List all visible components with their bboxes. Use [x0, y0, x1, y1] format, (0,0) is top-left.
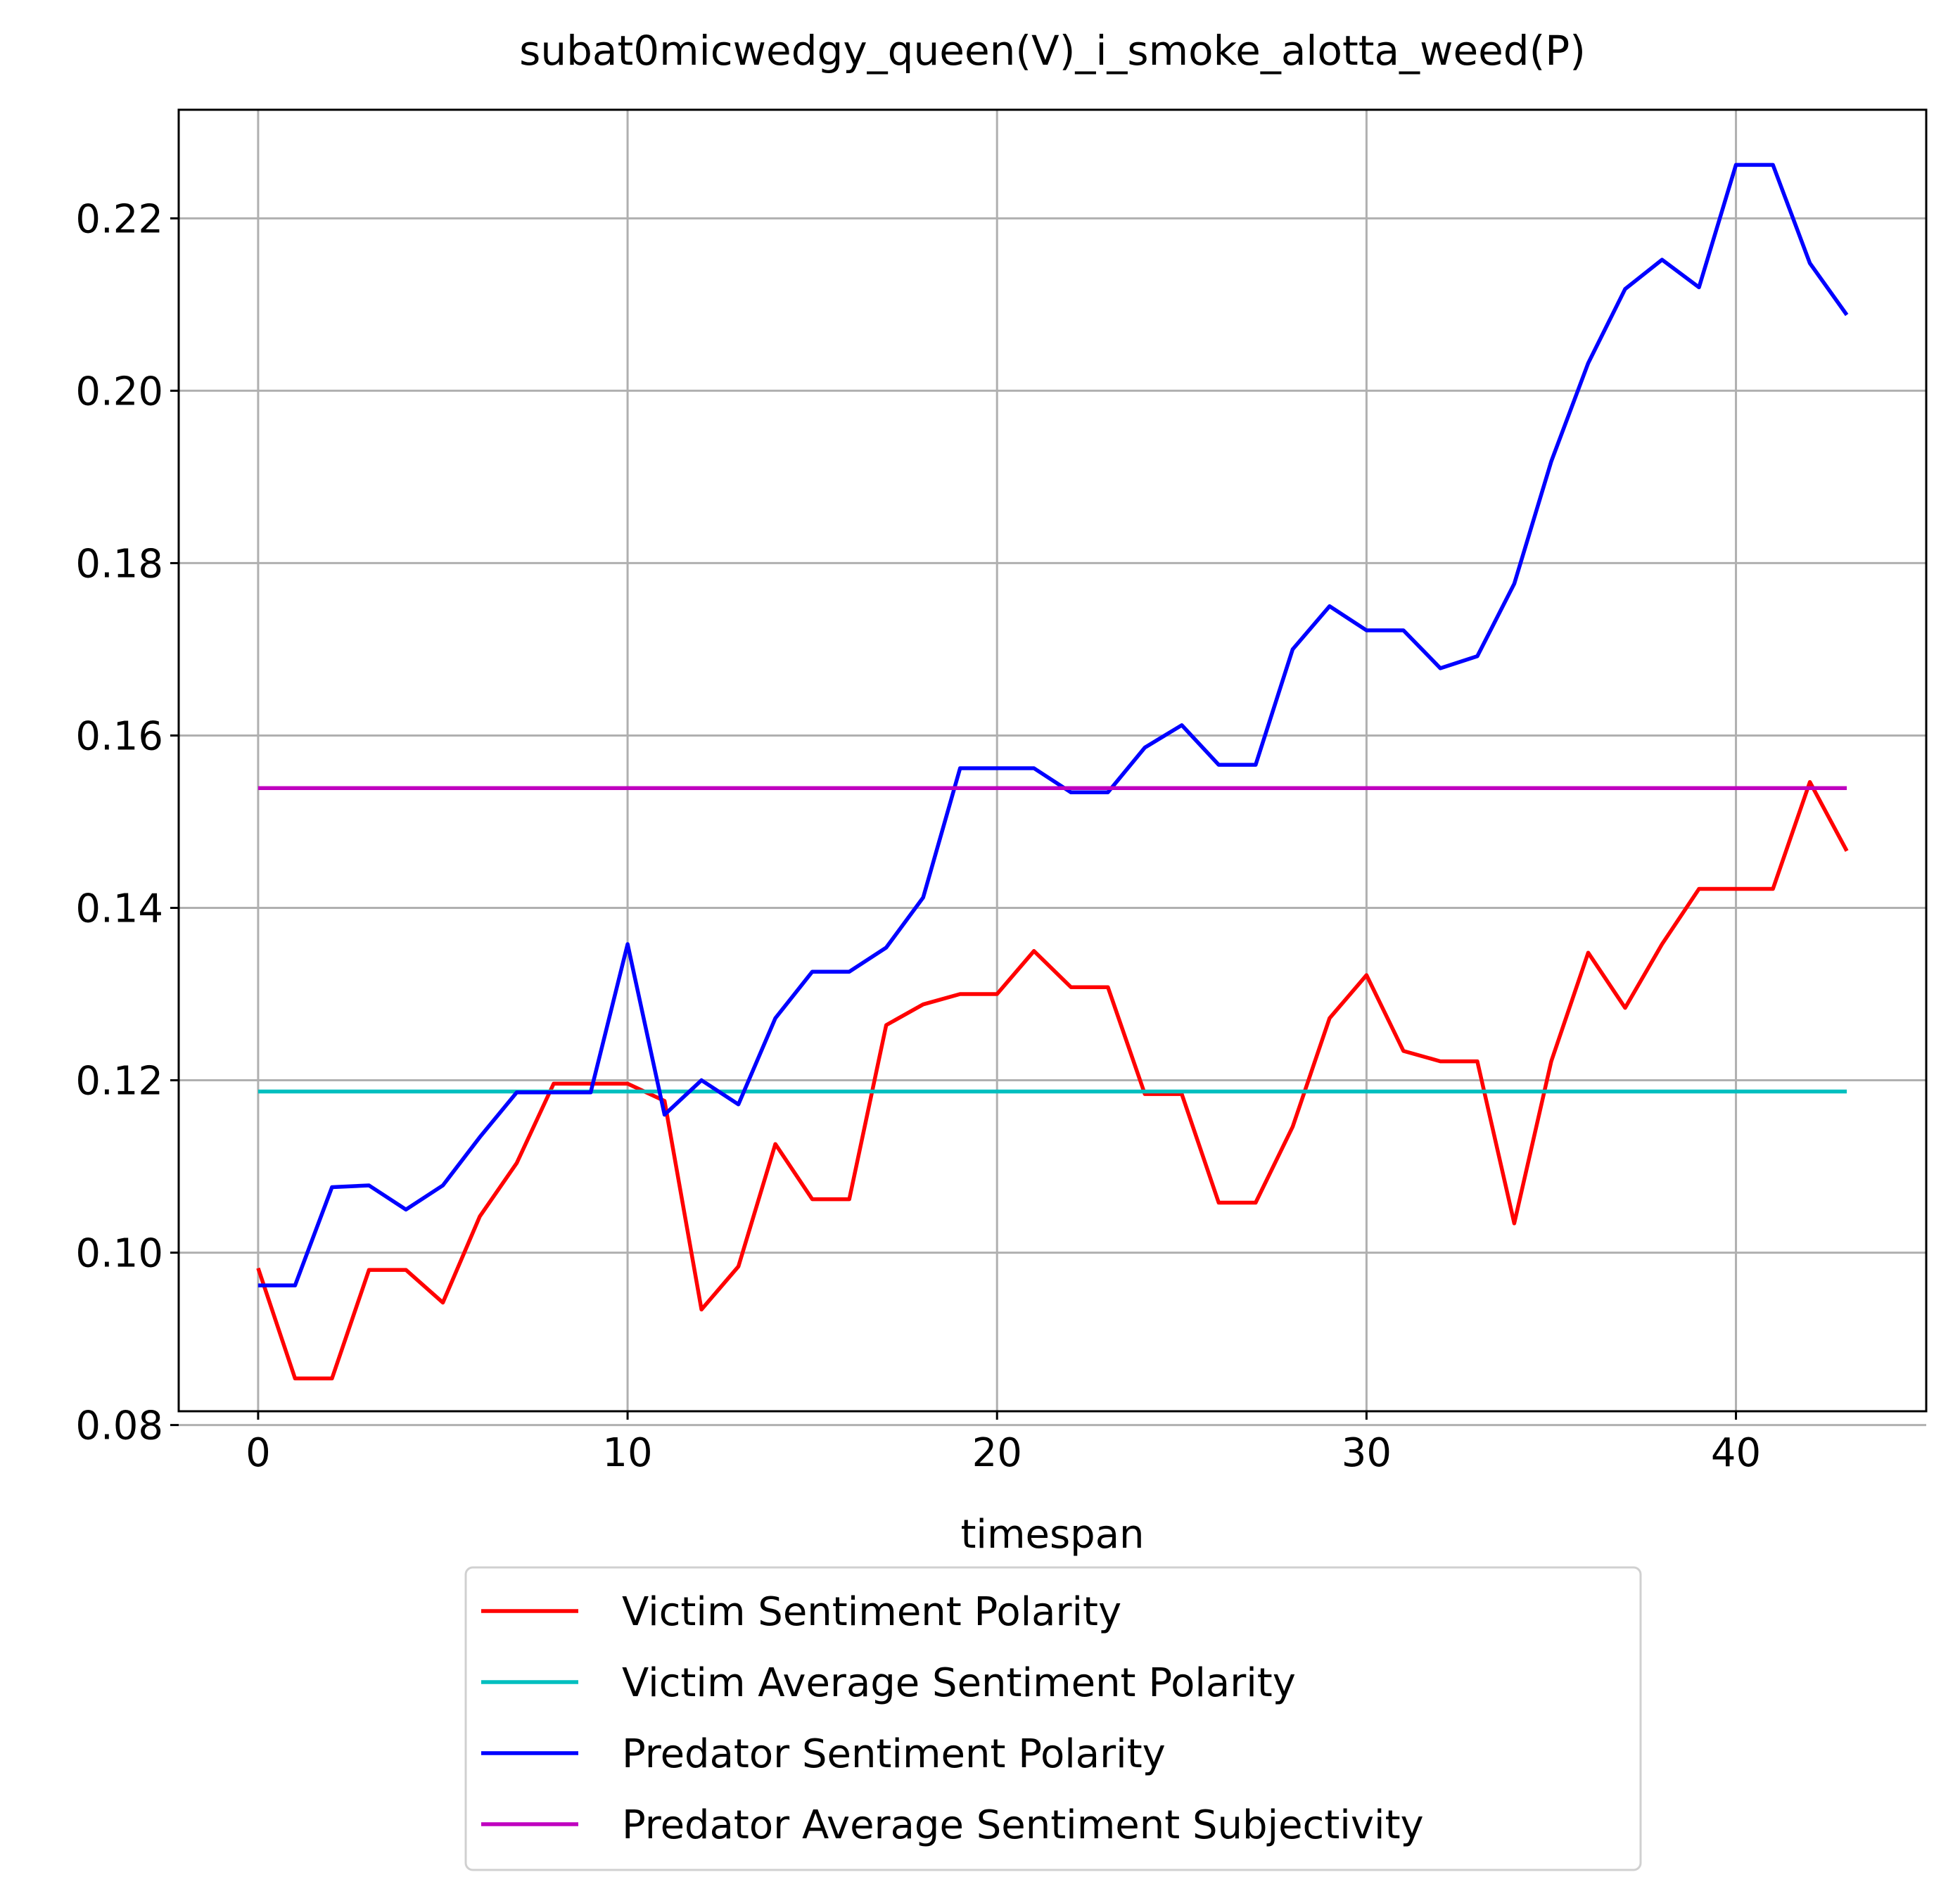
legend-label: Predator Sentiment Polarity — [622, 1731, 1166, 1777]
legend-label: Victim Average Sentiment Polarity — [622, 1660, 1296, 1706]
x-axis: 0 10 20 30 40 — [246, 1411, 1761, 1476]
y-tick-label: 0.20 — [75, 369, 163, 414]
y-tick-label: 0.12 — [75, 1059, 163, 1105]
chart-title: subat0micwedgy_queen(V)_i_smoke_alotta_w… — [519, 27, 1586, 75]
y-tick-label: 0.18 — [75, 541, 163, 587]
y-axis: 0.08 0.10 0.12 0.14 0.16 0.18 0.20 0.22 — [75, 196, 179, 1449]
y-tick-label: 0.14 — [75, 886, 163, 932]
x-tick-label: 0 — [246, 1430, 271, 1476]
legend-box — [464, 1566, 1642, 1871]
series-line-predator-sentiment-polarity — [257, 163, 1849, 1287]
legend-label: Victim Sentiment Polarity — [622, 1589, 1121, 1635]
x-tick-label: 40 — [1711, 1430, 1761, 1476]
y-tick-label: 0.16 — [75, 713, 163, 759]
legend: Victim Sentiment Polarity Victim Average … — [464, 1566, 1642, 1871]
grid — [179, 110, 1926, 1427]
x-tick-label: 10 — [602, 1430, 652, 1476]
legend-label: Predator Average Sentiment Subjectivity — [622, 1802, 1424, 1848]
x-axis-label: timespan — [960, 1512, 1144, 1558]
x-tick-label: 30 — [1342, 1430, 1392, 1476]
y-tick-label: 0.10 — [75, 1231, 163, 1277]
plot-frame — [177, 108, 1928, 1413]
y-tick-label: 0.22 — [75, 196, 163, 242]
y-tick-label: 0.08 — [75, 1404, 163, 1449]
series-line-victim-sentiment-polarity — [256, 779, 1849, 1381]
series-lines — [256, 163, 1849, 1381]
x-tick-label: 20 — [972, 1430, 1022, 1476]
